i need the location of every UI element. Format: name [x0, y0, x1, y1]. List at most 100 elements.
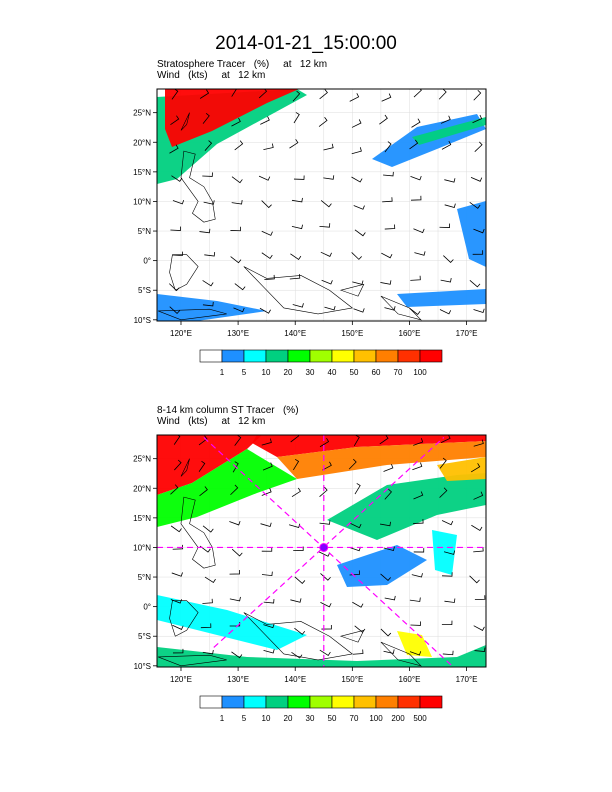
tracer-region [327, 473, 486, 540]
colorbar-label: 10 [262, 714, 271, 723]
wind-barb [231, 117, 241, 127]
wind-barb [353, 205, 365, 210]
colorbar-label: 30 [306, 714, 315, 723]
wind-barb [354, 625, 366, 633]
wind-barb [438, 89, 447, 100]
y-tick-label: 10°S [134, 316, 151, 325]
wind-barb [474, 595, 486, 600]
panel1-title-line2: Wind (kts) at 12 km [157, 70, 266, 81]
wind-barb [350, 523, 362, 529]
y-tick-label: 10°N [133, 197, 151, 206]
wind-barb [290, 598, 302, 603]
wind-barb [352, 280, 364, 285]
wind-barb [319, 486, 328, 497]
wind-barb [293, 458, 300, 471]
wind-barb [439, 309, 452, 315]
wind-barb [229, 569, 240, 575]
y-tick-label: 15°N [133, 514, 151, 523]
wind-barb [472, 114, 483, 124]
colorbar-swatch [419, 695, 443, 709]
coastline [180, 458, 190, 477]
wind-barb [469, 202, 481, 209]
wind-barb [411, 573, 423, 578]
wind-barb [380, 573, 391, 582]
wind-barb [384, 595, 396, 601]
wind-barb [263, 143, 274, 150]
wind-barb [174, 459, 182, 471]
tracer-region [252, 435, 486, 457]
wind-barb [263, 648, 275, 654]
colorbar-label: 50 [328, 714, 337, 723]
coastline [180, 496, 216, 569]
colorbar-swatch [375, 349, 399, 363]
wind-barb [198, 435, 208, 446]
wind-barb [172, 199, 185, 205]
wind-barb [294, 627, 306, 635]
wind-barb [172, 624, 184, 630]
wind-barb [353, 435, 360, 447]
colorbar-swatch [309, 349, 333, 363]
tracer-region [157, 645, 486, 667]
map-frame [156, 88, 487, 322]
wind-barb [379, 114, 388, 125]
wind-barb [169, 144, 179, 154]
panel1-title-line1: Stratosphere Tracer (%) at 12 km [157, 59, 328, 70]
wind-barb [289, 139, 299, 149]
wind-barb [234, 140, 244, 151]
colorbar-label: 500 [413, 714, 427, 723]
wind-barb [322, 461, 332, 471]
wind-barb [172, 251, 184, 257]
tracer-region [157, 595, 307, 650]
wind-barb [414, 251, 426, 256]
colorbar-label: 20 [284, 368, 293, 377]
main-title: 2014-01-21_15:00:00 [215, 33, 397, 54]
wind-barb [349, 546, 361, 552]
wind-barb [230, 484, 239, 496]
map-content [157, 89, 486, 321]
wind-barb [199, 89, 210, 99]
wind-barb [353, 308, 365, 313]
wind-barb [473, 547, 484, 553]
wind-barb [202, 172, 213, 177]
colorbar-label: 70 [350, 714, 359, 723]
colorbar-label: 100 [413, 368, 427, 377]
wind-barb [410, 176, 422, 181]
wind-barb [473, 439, 484, 447]
wind-barb [413, 89, 422, 98]
coastline [243, 266, 354, 315]
wind-barb [202, 649, 214, 655]
colorbar-label: 1 [220, 714, 225, 723]
wind-barb [260, 116, 270, 125]
wind-barb [263, 599, 275, 604]
wind-barb [202, 525, 214, 533]
wind-barb [202, 598, 213, 604]
map-frame [156, 434, 487, 668]
wind-barb [440, 435, 451, 443]
colorbar-swatch [287, 695, 311, 709]
wind-barb [318, 117, 328, 127]
wind-barb [172, 544, 184, 550]
colorbar-label: 10 [262, 368, 271, 377]
wind-barb [410, 195, 422, 201]
wind-barb [171, 572, 183, 577]
wind-barb [234, 283, 246, 291]
wind-barb [321, 624, 332, 630]
wind-barb [170, 226, 181, 231]
wind-barb [230, 256, 242, 264]
wind-barb [204, 576, 216, 584]
wind-barb [231, 548, 243, 557]
wind-barb [291, 224, 303, 230]
wind-barb [351, 119, 362, 128]
colorbar-swatch [397, 695, 421, 709]
wind-barb [409, 597, 421, 602]
wind-barb [264, 274, 275, 280]
coastline [180, 112, 190, 131]
colorbar: 1 5 10 20 30 50 70 100 200 500 [199, 695, 443, 723]
colorbar-label: 60 [372, 368, 381, 377]
wind-barb [410, 621, 422, 626]
wind-barb [261, 230, 273, 236]
wind-barb [384, 488, 392, 500]
wind-barb [172, 648, 184, 654]
tracer-region [337, 545, 427, 587]
y-tick-label: 0° [143, 257, 151, 266]
